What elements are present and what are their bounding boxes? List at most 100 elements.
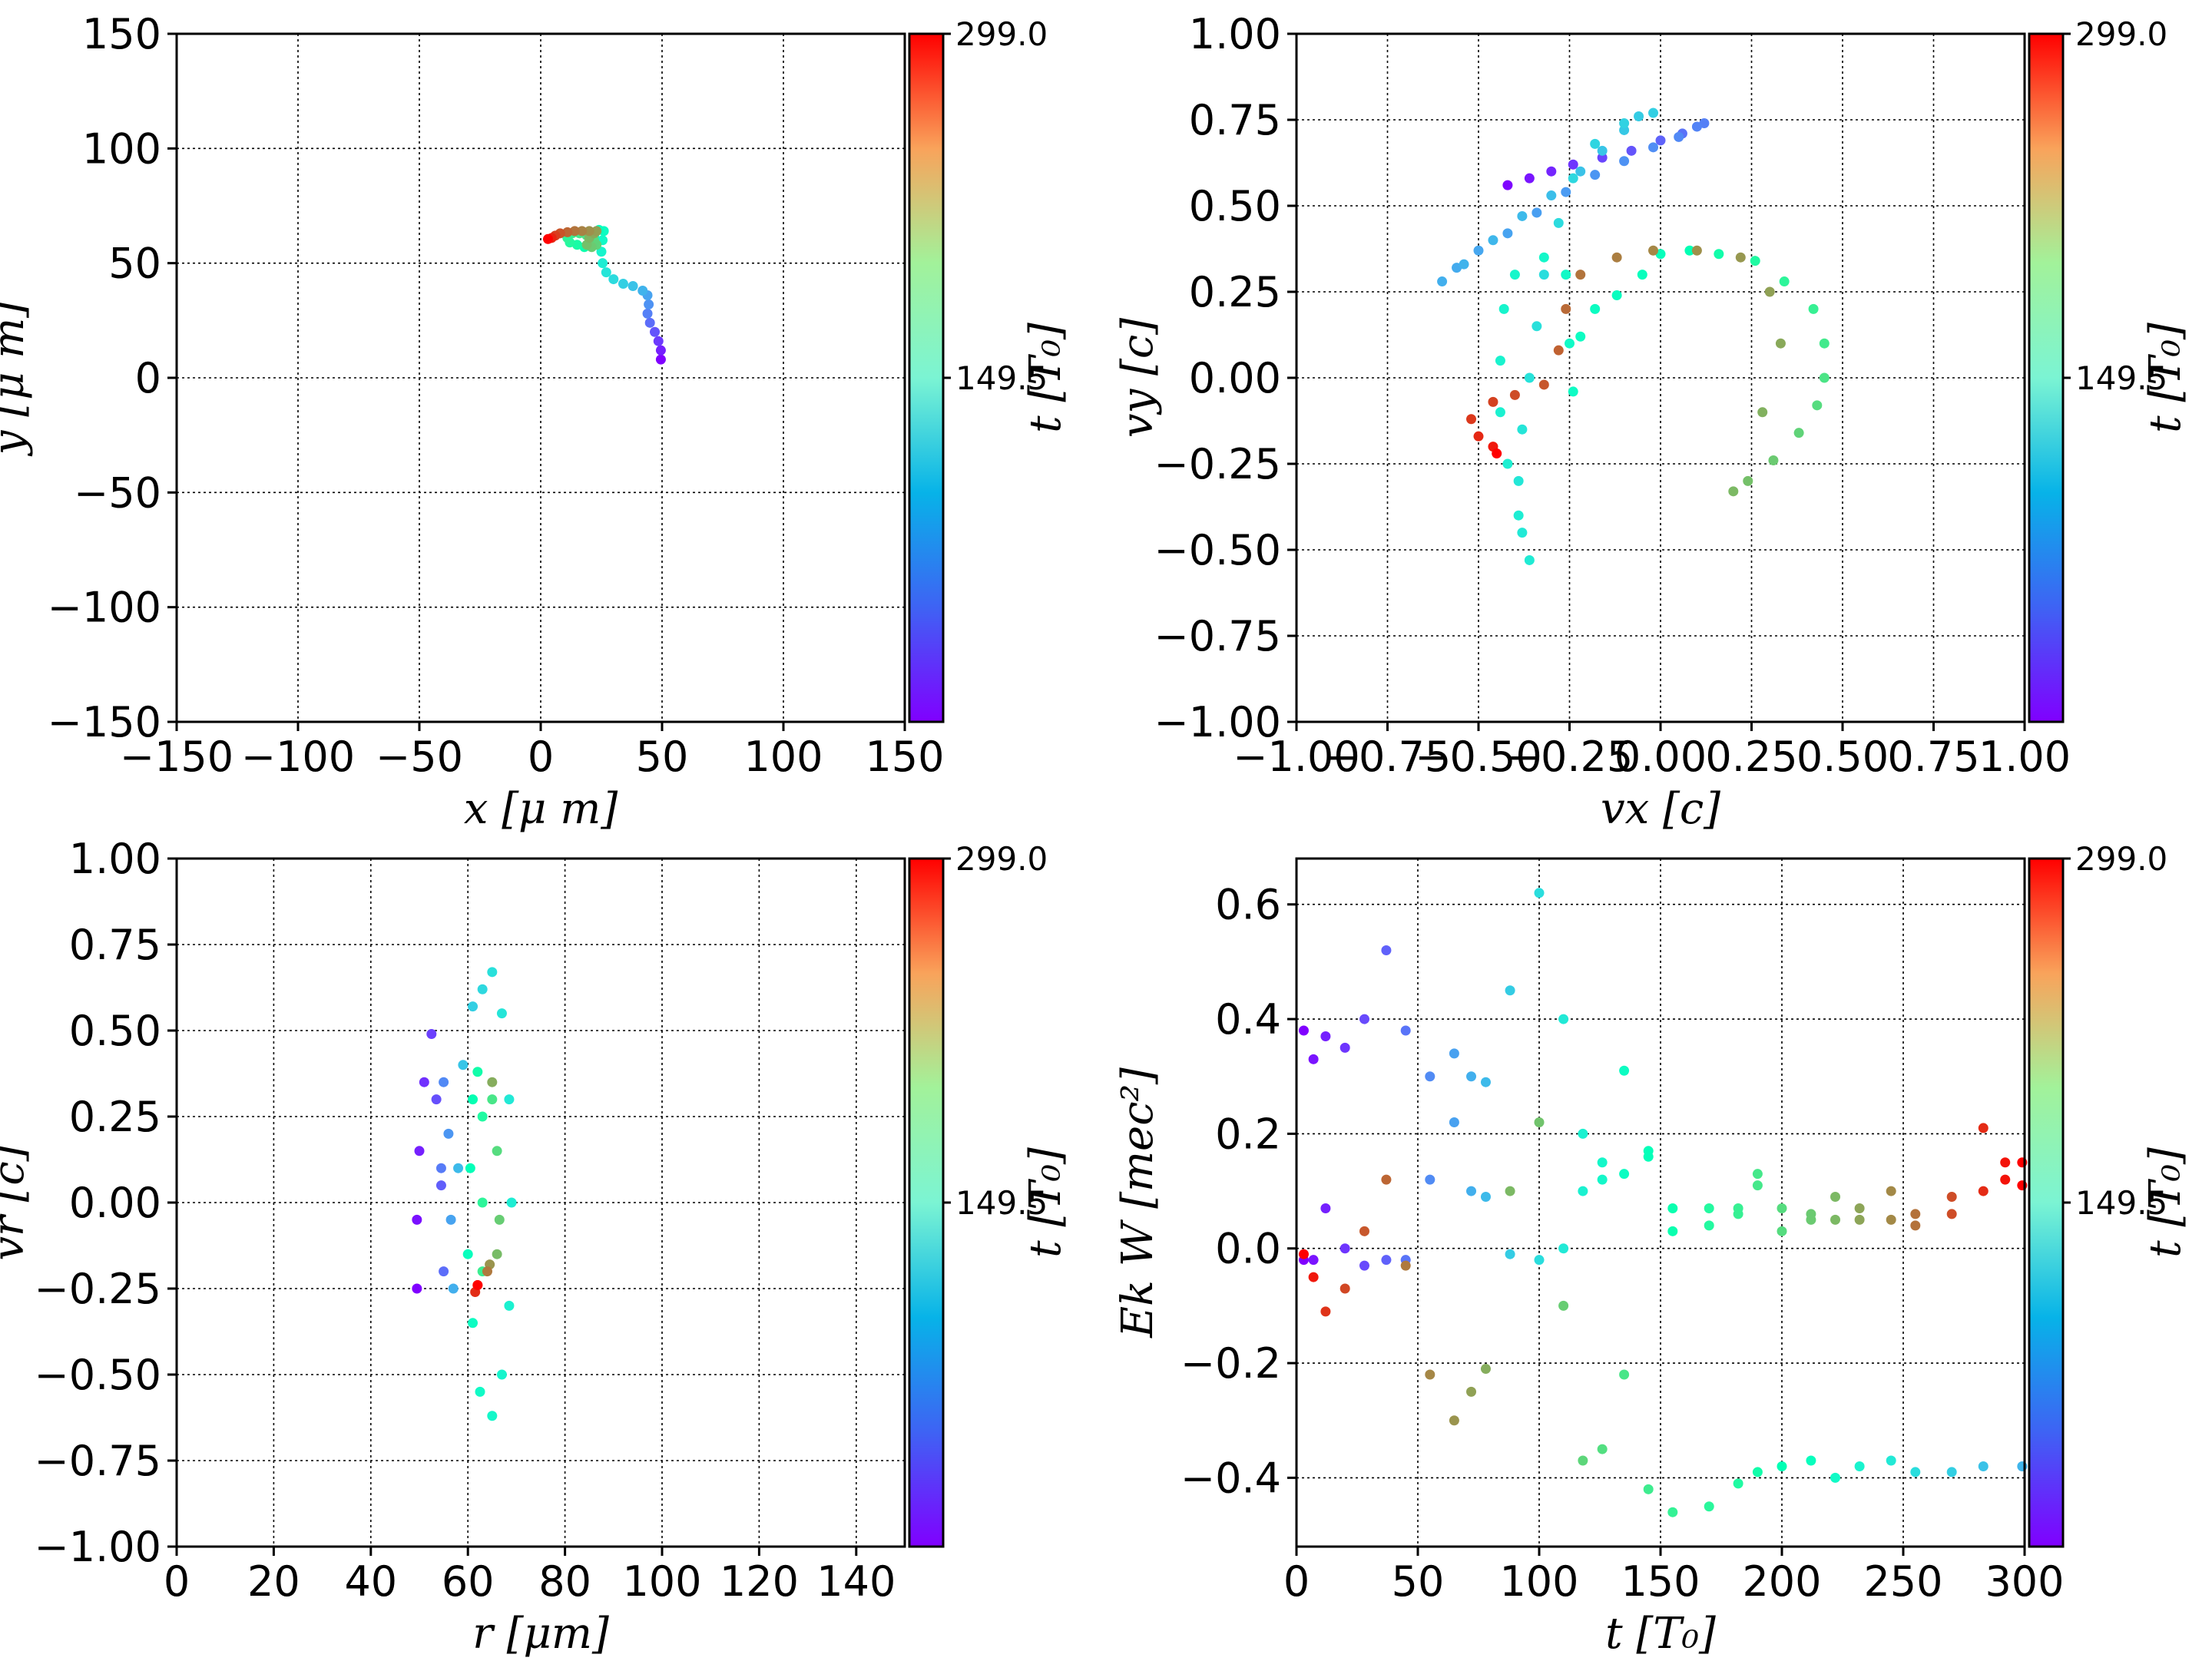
data-point [653,336,664,346]
y-tick-label: 0.50 [1189,182,1281,230]
series-2-point [1308,1255,1319,1266]
data-point [445,1214,456,1225]
x-axis-label: x [μ m] [464,784,618,834]
y-tick-label: 0.75 [69,921,161,969]
series-1-point [1449,1048,1459,1059]
series-1-point [1534,888,1545,898]
colorbar-label: t [T₀] [2141,1147,2190,1258]
colorbar-mid-label: 149.5 [2075,359,2167,397]
series-2-point [1777,1226,1787,1236]
data-point [584,226,594,237]
colorbar-label: t [T₀] [1021,1147,1071,1258]
series-3-point [1558,1300,1569,1311]
panel-3: 0 20 40 60 80 100 120 140 −1.00 −0.75 −0.50 −0.25 0.… [0,835,1071,1659]
data-point [1502,180,1513,190]
y-tick-label: 0.50 [69,1007,161,1055]
y-axis-label: vy [c] [1113,318,1163,438]
x-tick-label: 0.50 [1796,733,1889,781]
data-point [1502,458,1513,469]
series-1-point [1466,1071,1477,1082]
data-point [1619,124,1630,135]
x-axis-label: r [μm] [472,1609,609,1659]
data-point [1492,448,1502,459]
data-point [487,1411,498,1421]
series-3-point [1854,1461,1865,1471]
series-3-point [1578,1455,1588,1466]
x-tick-label: 100 [1499,1557,1578,1606]
series-3-point [1480,1364,1491,1375]
data-point [1691,121,1702,132]
series-3-point [1449,1415,1459,1426]
data-point [504,1094,515,1105]
data-point [1513,510,1524,521]
series-1-point [1298,1025,1309,1036]
y-tick-label: 0.2 [1215,1110,1281,1158]
series-3-point [1946,1467,1957,1477]
data-point [1538,379,1549,390]
y-tick-label: 0.00 [69,1179,161,1227]
series-3-point [1777,1461,1787,1471]
data-point [435,1163,446,1173]
data-point [1691,245,1702,256]
series-2-point [1733,1203,1743,1213]
y-tick-label: 0.00 [1189,354,1281,402]
y-tick-label: 1.00 [69,835,161,883]
data-point [1561,303,1571,314]
series-2-point [1752,1180,1763,1191]
x-tick-label: 80 [538,1557,591,1606]
colorbar-max-label: 299.0 [2075,15,2167,53]
colorbar-label: t [T₀] [2141,323,2190,433]
series-2-point [1558,1243,1569,1254]
data-point [1568,386,1578,397]
y-tick-label: 0.25 [1189,268,1281,316]
data-point [487,1094,498,1105]
colorbar-gradient [2029,34,2063,722]
data-point [1619,156,1630,167]
data-point [1466,414,1477,425]
colorbar-gradient [909,859,943,1547]
data-point [1611,290,1622,300]
data-point [601,267,611,278]
data-point [1590,303,1601,314]
series-2-point [1466,1186,1477,1196]
data-point [1648,108,1659,118]
plot-frame [1295,32,2026,723]
data-point [1513,475,1524,486]
data-point [1502,228,1513,239]
series-3-point [1359,1226,1369,1236]
series-1-point [1777,1203,1787,1213]
y-tick-label: 100 [82,124,161,173]
data-point [504,1300,515,1311]
data-point [1793,428,1804,438]
y-tick-label: −50 [74,468,161,517]
data-point [465,1163,475,1173]
data-point [577,226,588,237]
y-tick-label: 0.25 [69,1093,161,1141]
x-tick-label: −50 [376,733,463,781]
data-point [1626,145,1637,156]
x-tick-label: 100 [622,1557,701,1606]
x-tick-label: 0.75 [1887,733,1979,781]
data-point [1532,321,1542,332]
y-tick-label: 0 [135,354,161,402]
y-tick-label: 150 [82,10,161,58]
x-axis-label: t [T₀] [1605,1609,1716,1659]
data-point [1684,245,1695,256]
series-1-point [1910,1209,1921,1219]
data-point [1819,338,1830,349]
series-1-point [1978,1123,1988,1133]
data-point [1498,303,1509,314]
series-1-point [1505,985,1515,996]
data-point [1735,252,1746,263]
data-point [1590,170,1601,180]
series-3-point [1733,1478,1743,1489]
data-point [487,1077,498,1087]
colorbar: 149.5 299.0 t [T₀] [2028,15,2190,723]
data-point [494,1214,505,1225]
series-2-point [1320,1203,1331,1213]
data-point [477,1197,488,1208]
series-2-point [1449,1117,1459,1127]
y-tick-label: −0.50 [1154,526,1281,574]
data-point [1488,235,1498,246]
series-2-point [1425,1174,1435,1185]
